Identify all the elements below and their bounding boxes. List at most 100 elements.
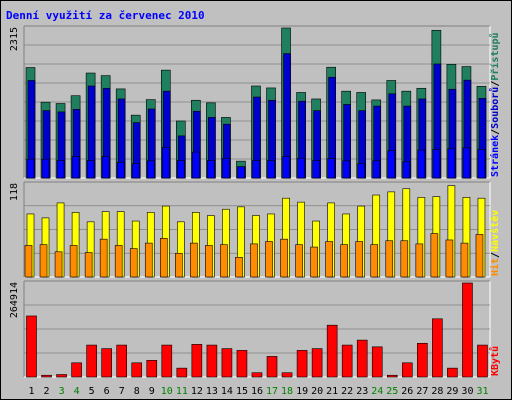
x-tick-label: 28: [431, 386, 443, 397]
bar-stránek-9: [146, 160, 155, 179]
bar-stránek-14: [222, 157, 230, 179]
x-tick-label: 18: [281, 386, 293, 397]
bar-stránek-6: [101, 156, 110, 179]
bar-kbytů-14: [221, 348, 233, 378]
x-tick-label: 5: [89, 386, 95, 397]
chart-title: Denní využití za červenec 2010: [6, 9, 205, 22]
bar-stránek-18: [282, 156, 290, 179]
right-label-part: Souborů: [488, 87, 501, 129]
bar-hit-3: [54, 251, 63, 278]
bar-hit-20: [310, 246, 318, 278]
bar-hit-12: [190, 242, 198, 278]
bar-kbytů-20: [311, 348, 323, 378]
x-tick-label: 19: [296, 386, 308, 397]
x-tick-label: 1: [29, 386, 35, 397]
bar-hit-11: [175, 253, 183, 278]
bar-kbytů-24: [371, 346, 383, 378]
bar-hit-28: [430, 233, 439, 278]
right-axis-label: Stránek/Souborů/Přístupů: [488, 32, 501, 177]
x-tick-label: 11: [176, 386, 188, 397]
bar-stránek-28: [432, 149, 441, 179]
x-tick-label: 27: [416, 386, 428, 397]
bar-kbytů-11: [176, 367, 188, 378]
bar-hit-22: [340, 244, 348, 278]
bar-stránek-23: [357, 163, 366, 179]
bar-hit-17: [265, 241, 273, 278]
bar-hit-24: [370, 244, 379, 278]
bar-stránek-5: [86, 160, 95, 179]
bar-kbytů-25: [386, 374, 398, 378]
bar-kbytů-10: [161, 344, 173, 378]
panel-middle: 118 Hit/Návštěv: [9, 181, 501, 278]
x-tick-label: 6: [104, 386, 110, 397]
bar-kbytů-2: [41, 374, 52, 378]
bar-kbytů-27: [417, 342, 428, 378]
bar-hit-19: [295, 244, 303, 278]
x-tick-label: 17: [266, 386, 278, 397]
bar-stránek-3: [56, 160, 65, 179]
bar-hit-15: [235, 256, 243, 278]
bar-stránek-29: [447, 148, 456, 179]
bar-hit-9: [144, 242, 153, 278]
bar-kbytů-7: [116, 344, 127, 378]
bar-kbytů-19: [296, 350, 308, 378]
right-label-part: Návštěv: [489, 210, 501, 252]
x-tick-label: 30: [461, 386, 473, 397]
right-label-part: /: [490, 81, 501, 87]
x-tick-label: 4: [74, 386, 80, 397]
bar-kbytů-5: [86, 344, 97, 378]
bar-kbytů-21: [326, 324, 338, 378]
bar-kbytů-6: [101, 348, 112, 378]
bar-kbytů-4: [71, 362, 82, 378]
bar-stránek-4: [71, 156, 80, 179]
panel-bottom: 264914 KBytů: [9, 280, 501, 378]
x-tick-label: 29: [446, 386, 458, 397]
x-tick-label: 15: [236, 386, 248, 397]
y-max-label: 118: [9, 183, 20, 201]
bar-hit-1: [24, 245, 33, 278]
bar-stránek-13: [207, 160, 215, 179]
bar-hit-26: [400, 240, 409, 278]
x-tick-label: 3: [59, 386, 65, 397]
right-label-part: /: [490, 252, 501, 258]
x-tick-label: 23: [356, 386, 368, 397]
bar-hit-25: [385, 240, 394, 278]
bar-stránek-24: [372, 160, 381, 179]
bar-stránek-22: [342, 160, 350, 179]
bar-kbytů-29: [447, 367, 458, 378]
bar-stránek-31: [477, 149, 486, 179]
bar-kbytů-1: [26, 315, 37, 378]
right-label-part: Stránek: [489, 135, 501, 177]
y-max-label: 2315: [9, 27, 20, 51]
x-tick-label: 8: [134, 386, 140, 397]
bar-stránek-11: [177, 160, 185, 179]
bar-hit-2: [39, 244, 48, 278]
bar-hit-29: [445, 239, 454, 278]
bar-stránek-15: [237, 166, 245, 179]
x-tick-label: 25: [386, 386, 398, 397]
x-tick-label: 20: [311, 386, 323, 397]
right-axis-label: KBytů: [488, 346, 501, 376]
bar-kbytů-9: [146, 360, 158, 378]
bar-kbytů-12: [191, 344, 203, 378]
x-tick-label: 26: [401, 386, 413, 397]
bar-hit-31: [475, 234, 484, 278]
bar-hit-7: [114, 245, 123, 278]
bar-kbytů-22: [341, 344, 353, 378]
bar-stránek-7: [116, 162, 125, 179]
bar-stránek-10: [161, 147, 170, 179]
bar-hit-5: [84, 252, 93, 278]
bar-hit-18: [280, 238, 288, 278]
bar-kbytů-28: [432, 318, 443, 378]
bar-stránek-27: [417, 149, 426, 179]
x-tick-label: 12: [191, 386, 203, 397]
bar-stránek-25: [387, 150, 396, 179]
x-tick-label: 13: [206, 386, 218, 397]
right-label-part: Hit: [489, 258, 501, 276]
bar-kbytů-30: [462, 282, 473, 378]
bar-kbytů-16: [251, 372, 263, 378]
bar-hit-14: [220, 244, 228, 278]
bar-kbytů-13: [206, 344, 218, 378]
